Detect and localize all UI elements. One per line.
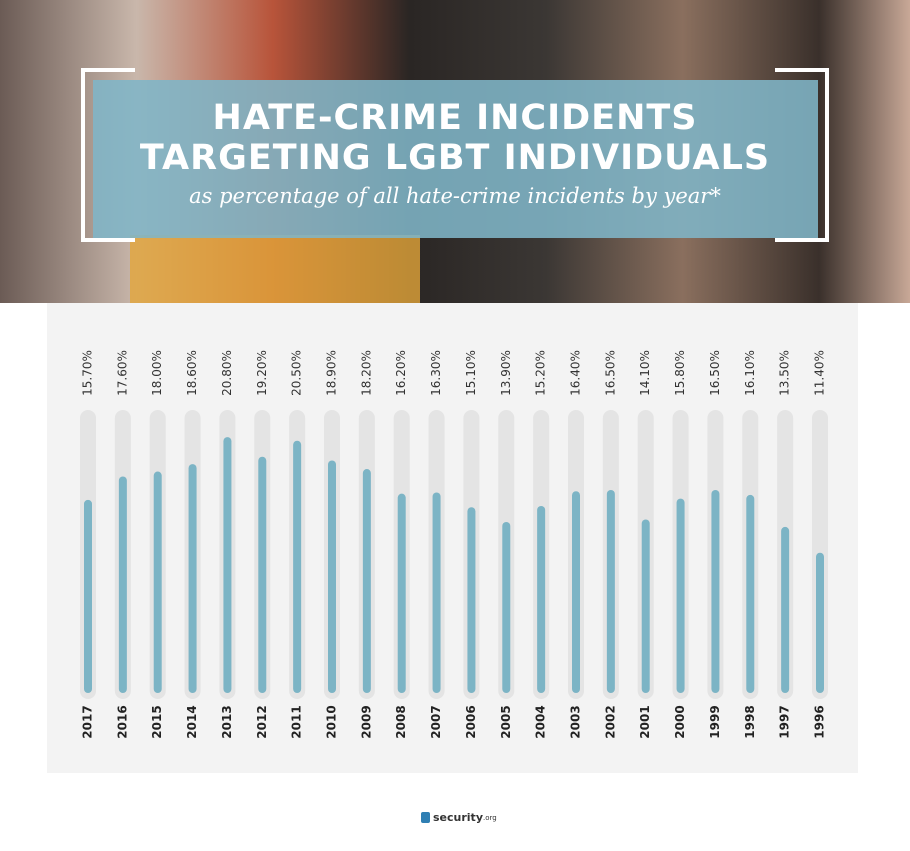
value-label: 11.40% <box>813 350 827 396</box>
flag <box>130 235 420 303</box>
brand-suffix: .org <box>483 814 497 822</box>
bar <box>258 456 267 693</box>
bar <box>293 440 302 693</box>
value-label: 15.20% <box>534 350 548 396</box>
bar <box>153 471 162 693</box>
x-tick-label: 2006 <box>464 705 478 738</box>
value-label: 14.10% <box>638 350 652 396</box>
value-label: 20.80% <box>220 350 234 396</box>
x-tick-label: 2008 <box>394 705 408 738</box>
bars: 15.70% 2017 17.60% 2016 18.00% 2015 18.60% 2014… <box>80 350 828 739</box>
value-label: 13.90% <box>499 350 513 396</box>
value-label: 18.00% <box>150 350 164 396</box>
value-label: 18.60% <box>185 350 199 396</box>
bar <box>816 552 824 693</box>
brand-name: security.org <box>433 811 497 824</box>
value-label: 16.50% <box>708 350 722 396</box>
value-label: 15.80% <box>673 350 687 396</box>
bar <box>223 437 232 693</box>
value-label: 19.20% <box>255 350 269 396</box>
bar <box>676 498 685 693</box>
bar <box>606 489 615 693</box>
chart-subtitle: as percentage of all hate-crime incident… <box>189 184 721 208</box>
value-label: 16.30% <box>429 350 443 396</box>
x-tick-label: 2005 <box>499 705 513 738</box>
x-tick-label: 2017 <box>81 705 95 738</box>
x-tick-label: 2014 <box>185 705 199 738</box>
x-tick-label: 2012 <box>255 705 269 738</box>
x-tick-label: 1997 <box>778 705 792 738</box>
x-tick-label: 1999 <box>708 705 722 738</box>
bar <box>118 476 127 693</box>
chart-title: HATE-CRIME INCIDENTS TARGETING LGBT INDI… <box>139 98 771 178</box>
bar <box>641 519 650 693</box>
brand-name-text: security <box>433 811 483 824</box>
value-label: 17.60% <box>115 350 129 396</box>
title-box: HATE-CRIME INCIDENTS TARGETING LGBT INDI… <box>139 98 771 208</box>
value-label: 20.50% <box>290 350 304 396</box>
bar <box>467 507 476 693</box>
bar <box>572 491 580 693</box>
x-tick-label: 2010 <box>325 705 339 738</box>
x-tick-label: 2003 <box>569 705 583 738</box>
bar <box>781 526 790 693</box>
value-label: 13.50% <box>778 350 792 396</box>
x-tick-label: 2011 <box>290 705 304 738</box>
bar <box>502 521 511 693</box>
x-tick-label: 2007 <box>429 705 443 738</box>
bar <box>188 464 197 693</box>
value-label: 16.10% <box>743 350 757 396</box>
value-label: 15.10% <box>464 350 478 396</box>
x-tick-label: 2002 <box>603 705 617 738</box>
title-brackets <box>81 68 829 242</box>
bar <box>362 469 371 693</box>
value-label: 16.20% <box>394 350 408 396</box>
value-label: 18.20% <box>359 350 373 396</box>
x-tick-label: 2004 <box>534 705 548 738</box>
value-label: 16.50% <box>603 350 617 396</box>
x-tick-label: 2013 <box>220 705 234 738</box>
value-label: 16.40% <box>569 350 583 396</box>
x-tick-label: 1996 <box>813 705 827 738</box>
value-label: 18.90% <box>325 350 339 396</box>
bar <box>397 493 406 693</box>
x-tick-label: 2015 <box>150 705 164 738</box>
bar <box>84 499 92 693</box>
x-tick-label: 2000 <box>673 705 687 738</box>
x-tick-label: 1998 <box>743 705 757 738</box>
x-tick-label: 2016 <box>115 705 129 738</box>
value-label: 15.70% <box>81 350 95 396</box>
plot-area <box>47 303 858 773</box>
title-panel <box>93 80 818 238</box>
bar <box>328 460 336 693</box>
bar <box>537 505 546 693</box>
bar <box>746 494 755 693</box>
bar <box>432 492 441 693</box>
x-tick-label: 2009 <box>359 705 373 738</box>
bar <box>711 489 720 693</box>
brand-icon <box>421 812 430 823</box>
x-tick-label: 2001 <box>638 705 652 738</box>
